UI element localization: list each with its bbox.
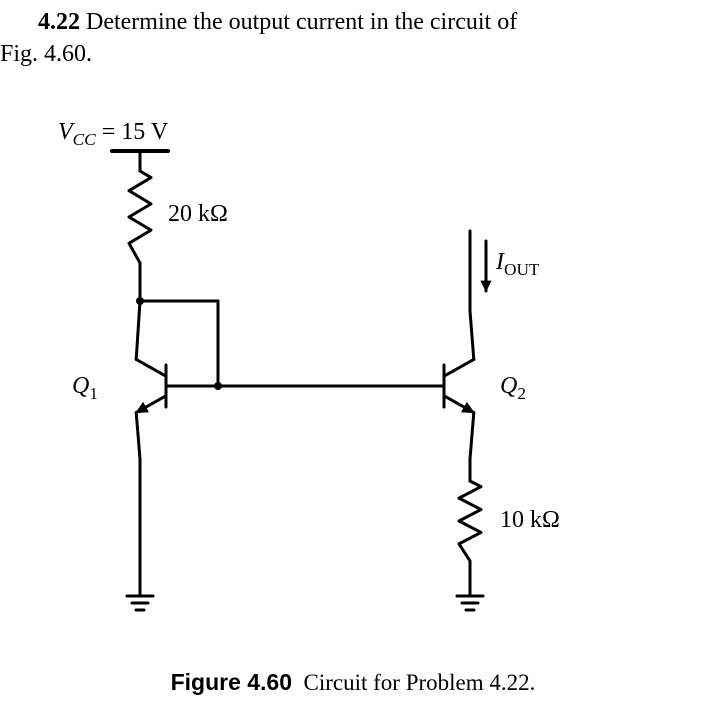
r2-label: 10 kΩ (500, 507, 560, 534)
figure-number: Figure 4.60 (171, 669, 292, 695)
figure-caption: Figure 4.60 Circuit for Problem 4.22. (0, 669, 706, 696)
vcc-label: VCC = 15 V (58, 119, 168, 150)
problem-line1: Determine the output current in the circ… (86, 9, 517, 35)
r1-label: 20 kΩ (168, 201, 228, 228)
circuit-svg (0, 91, 706, 651)
problem-line2: Fig. 4.60. (0, 41, 92, 67)
figure-caption-text: Circuit for Problem 4.22. (304, 670, 536, 695)
q1-label: Q1 (72, 373, 98, 404)
circuit-figure: VCC = 15 V 20 kΩ IOUT Q1 Q2 10 kΩ (0, 91, 706, 651)
problem-statement: 4.22Determine the output current in the … (0, 6, 706, 71)
q2-label: Q2 (500, 373, 526, 404)
problem-number: 4.22 (38, 9, 80, 35)
iout-label: IOUT (496, 249, 539, 280)
